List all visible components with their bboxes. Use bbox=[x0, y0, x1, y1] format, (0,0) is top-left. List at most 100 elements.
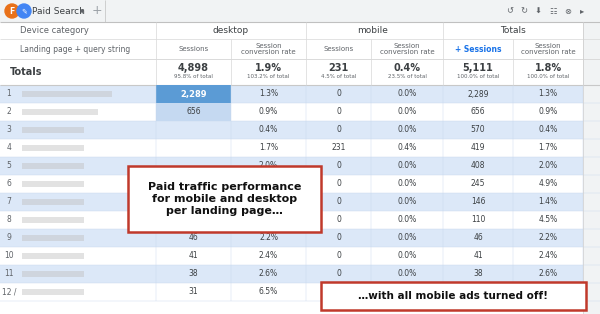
Text: 0.9%: 0.9% bbox=[538, 107, 557, 116]
Text: ☷: ☷ bbox=[549, 7, 557, 15]
Text: 38: 38 bbox=[473, 269, 483, 279]
Circle shape bbox=[5, 4, 19, 18]
Text: 0.0%: 0.0% bbox=[397, 198, 416, 207]
Text: 570: 570 bbox=[470, 126, 485, 134]
Text: Sessions: Sessions bbox=[323, 46, 353, 52]
Text: 1.9%: 1.9% bbox=[255, 63, 282, 73]
Text: 0: 0 bbox=[336, 107, 341, 116]
Text: 2.0%: 2.0% bbox=[259, 161, 278, 171]
Text: 1.7%: 1.7% bbox=[259, 143, 278, 153]
Text: …with all mobile ads turned off!: …with all mobile ads turned off! bbox=[359, 291, 548, 301]
Text: 0: 0 bbox=[336, 198, 341, 207]
Text: 0.0%: 0.0% bbox=[397, 89, 416, 99]
Text: Sessions: Sessions bbox=[178, 46, 209, 52]
Bar bbox=[156, 85, 231, 103]
Text: 2.6%: 2.6% bbox=[538, 269, 557, 279]
Text: 0: 0 bbox=[336, 161, 341, 171]
Text: 95.8% of total: 95.8% of total bbox=[174, 74, 213, 79]
Bar bbox=[0, 103, 600, 121]
Text: F: F bbox=[10, 7, 14, 15]
Text: 2: 2 bbox=[7, 107, 11, 116]
Text: 656: 656 bbox=[470, 107, 485, 116]
Bar bbox=[22, 145, 84, 150]
Bar bbox=[0, 139, 600, 157]
Text: 6.5%: 6.5% bbox=[538, 288, 557, 296]
Text: 1.7%: 1.7% bbox=[538, 143, 557, 153]
Bar bbox=[22, 110, 98, 115]
Text: 41: 41 bbox=[473, 252, 483, 261]
Text: Totals: Totals bbox=[500, 26, 526, 35]
Bar bbox=[22, 253, 84, 258]
Bar bbox=[22, 236, 84, 241]
Text: 4.9%: 4.9% bbox=[259, 180, 278, 188]
Text: 0: 0 bbox=[336, 89, 341, 99]
Bar bbox=[0, 39, 600, 59]
Bar bbox=[0, 265, 600, 283]
Text: 0.4%: 0.4% bbox=[394, 63, 421, 73]
Text: 146: 146 bbox=[186, 198, 201, 207]
Text: 4: 4 bbox=[7, 143, 11, 153]
Bar bbox=[0, 0, 600, 22]
Text: 1.4%: 1.4% bbox=[259, 198, 278, 207]
FancyBboxPatch shape bbox=[321, 282, 586, 310]
Text: 0.0%: 0.0% bbox=[397, 269, 416, 279]
Text: 0.0%: 0.0% bbox=[397, 288, 416, 296]
Text: 0: 0 bbox=[336, 180, 341, 188]
Text: 0.9%: 0.9% bbox=[259, 107, 278, 116]
Text: desktop: desktop bbox=[213, 26, 249, 35]
Text: 23.5% of total: 23.5% of total bbox=[388, 74, 427, 79]
Text: 5,111: 5,111 bbox=[463, 63, 493, 73]
Text: 2.4%: 2.4% bbox=[259, 252, 278, 261]
Text: 0.0%: 0.0% bbox=[397, 252, 416, 261]
Text: 1.4%: 1.4% bbox=[538, 198, 557, 207]
Text: 0: 0 bbox=[336, 288, 341, 296]
Text: +: + bbox=[92, 4, 103, 18]
Text: 146: 146 bbox=[471, 198, 485, 207]
Text: 0.4%: 0.4% bbox=[259, 126, 278, 134]
Text: 4.5% of total: 4.5% of total bbox=[321, 74, 356, 79]
Bar bbox=[0, 283, 600, 301]
Bar bbox=[0, 85, 600, 103]
Text: 2.4%: 2.4% bbox=[538, 252, 557, 261]
Text: 1.8%: 1.8% bbox=[535, 63, 562, 73]
Bar bbox=[0, 247, 600, 265]
Bar bbox=[0, 157, 600, 175]
Bar bbox=[0, 193, 600, 211]
Bar bbox=[22, 127, 84, 133]
Text: 41: 41 bbox=[188, 252, 199, 261]
Text: 4.5%: 4.5% bbox=[538, 215, 557, 225]
Text: 2.6%: 2.6% bbox=[259, 269, 278, 279]
Text: 4.5%: 4.5% bbox=[259, 215, 278, 225]
Text: 12 /: 12 / bbox=[2, 288, 16, 296]
Bar bbox=[22, 272, 84, 277]
Bar bbox=[0, 22, 600, 39]
Text: 5: 5 bbox=[7, 161, 11, 171]
Text: ↺: ↺ bbox=[506, 7, 514, 15]
Text: 2.2%: 2.2% bbox=[539, 234, 557, 242]
Text: 1.3%: 1.3% bbox=[538, 89, 557, 99]
Text: 4,898: 4,898 bbox=[178, 63, 209, 73]
Text: 0.0%: 0.0% bbox=[397, 180, 416, 188]
Text: Device category: Device category bbox=[20, 26, 89, 35]
Text: Paid traffic performance
for mobile and desktop
per landing page…: Paid traffic performance for mobile and … bbox=[148, 182, 301, 216]
Text: 231: 231 bbox=[328, 63, 349, 73]
Text: 408: 408 bbox=[471, 161, 485, 171]
Bar bbox=[22, 218, 84, 223]
Text: Paid Search: Paid Search bbox=[32, 7, 85, 15]
Text: Landing page + query string: Landing page + query string bbox=[20, 45, 130, 53]
Text: 31: 31 bbox=[473, 288, 483, 296]
Text: 103.2% of total: 103.2% of total bbox=[247, 74, 290, 79]
FancyBboxPatch shape bbox=[128, 166, 321, 232]
Text: ⊗: ⊗ bbox=[565, 7, 571, 15]
Text: mobile: mobile bbox=[358, 26, 388, 35]
Text: 0.4%: 0.4% bbox=[538, 126, 557, 134]
Text: 110: 110 bbox=[471, 215, 485, 225]
Text: 0: 0 bbox=[336, 215, 341, 225]
Text: 31: 31 bbox=[188, 288, 199, 296]
Bar bbox=[0, 211, 600, 229]
Text: 2,289: 2,289 bbox=[467, 89, 489, 99]
Text: ▾: ▾ bbox=[80, 7, 84, 15]
Text: 2,289: 2,289 bbox=[180, 89, 207, 99]
Text: 6.5%: 6.5% bbox=[259, 288, 278, 296]
Text: 11: 11 bbox=[4, 269, 14, 279]
